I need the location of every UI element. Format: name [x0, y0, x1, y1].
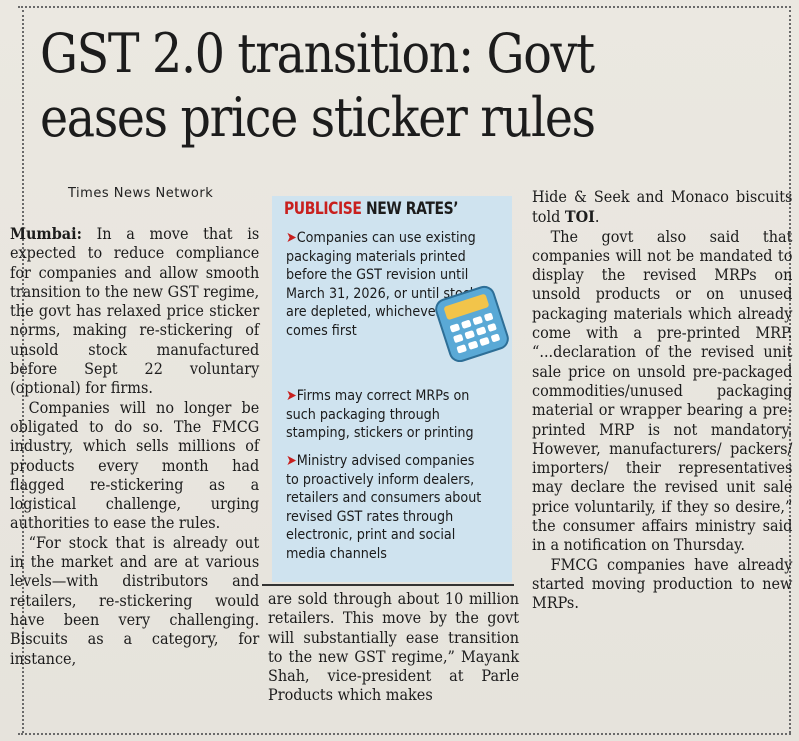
calculator-icon: [435, 285, 509, 362]
arrow-icon: ➤: [286, 453, 297, 469]
dotted-border-left: [22, 10, 24, 733]
paragraph-2: Companies will no longer be obligated to…: [10, 398, 260, 533]
article-column-2: are sold through about 10 million retail…: [268, 590, 519, 706]
paragraph-3: “For stock that is already out in the ma…: [10, 533, 260, 668]
paragraph-3-1-text: Hide & Seek and Monaco biscuits told: [532, 188, 793, 227]
box-item-1-text: Companies can use existing packaging mat…: [286, 230, 484, 339]
column-divider: [262, 584, 514, 586]
paragraph-lead-text: In a move that is expected to reduce com…: [10, 225, 260, 398]
article-column-3: Hide & Seek and Monaco biscuits told TOI…: [532, 188, 792, 614]
arrow-icon: ➤: [286, 230, 297, 246]
paragraph-3-1: Hide & Seek and Monaco biscuits told TOI…: [532, 188, 792, 228]
box-item-1: ➤Companies can use existing packaging ma…: [286, 229, 485, 340]
box-item-3-text: Ministry advised companies to proactivel…: [286, 453, 482, 562]
headline: GST 2.0 transition: Govt eases price sti…: [40, 22, 691, 150]
box-item-2: ➤Firms may correct MRPs on such packagin…: [286, 387, 485, 443]
byline: Times News Network: [68, 186, 214, 201]
toi-mention: TOI: [564, 207, 595, 227]
publicise-new-rates-box: PUBLICISE NEW RATES’ ➤Companies can use …: [272, 196, 512, 582]
paragraph-3-1-end: .: [594, 208, 600, 227]
paragraph-continued: are sold through about 10 million retail…: [268, 590, 520, 705]
box-title: PUBLICISE NEW RATES’: [284, 199, 459, 219]
arrow-icon: ➤: [286, 388, 297, 404]
dotted-border-right: [789, 10, 791, 733]
dotted-border-bottom: [18, 733, 791, 735]
headline-line-1: GST 2.0 transition: Govt: [40, 22, 595, 85]
box-item-2-text: Firms may correct MRPs on such packaging…: [286, 388, 474, 441]
article-column-1: Mumbai: In a move that is expected to re…: [10, 224, 259, 669]
paragraph-3-2: The govt also said that companies will n…: [532, 227, 793, 555]
dotted-border-top: [18, 6, 791, 8]
box-item-3: ➤Ministry advised companies to proactive…: [286, 452, 485, 563]
box-title-black: NEW RATES’: [365, 199, 459, 219]
paragraph-lead: Mumbai: In a move that is expected to re…: [10, 224, 259, 399]
dateline: Mumbai:: [10, 224, 82, 243]
headline-line-2: eases price sticker rules: [40, 86, 596, 149]
paragraph-3-3: FMCG companies have already started movi…: [532, 555, 793, 613]
box-title-red: PUBLICISE: [284, 199, 362, 219]
